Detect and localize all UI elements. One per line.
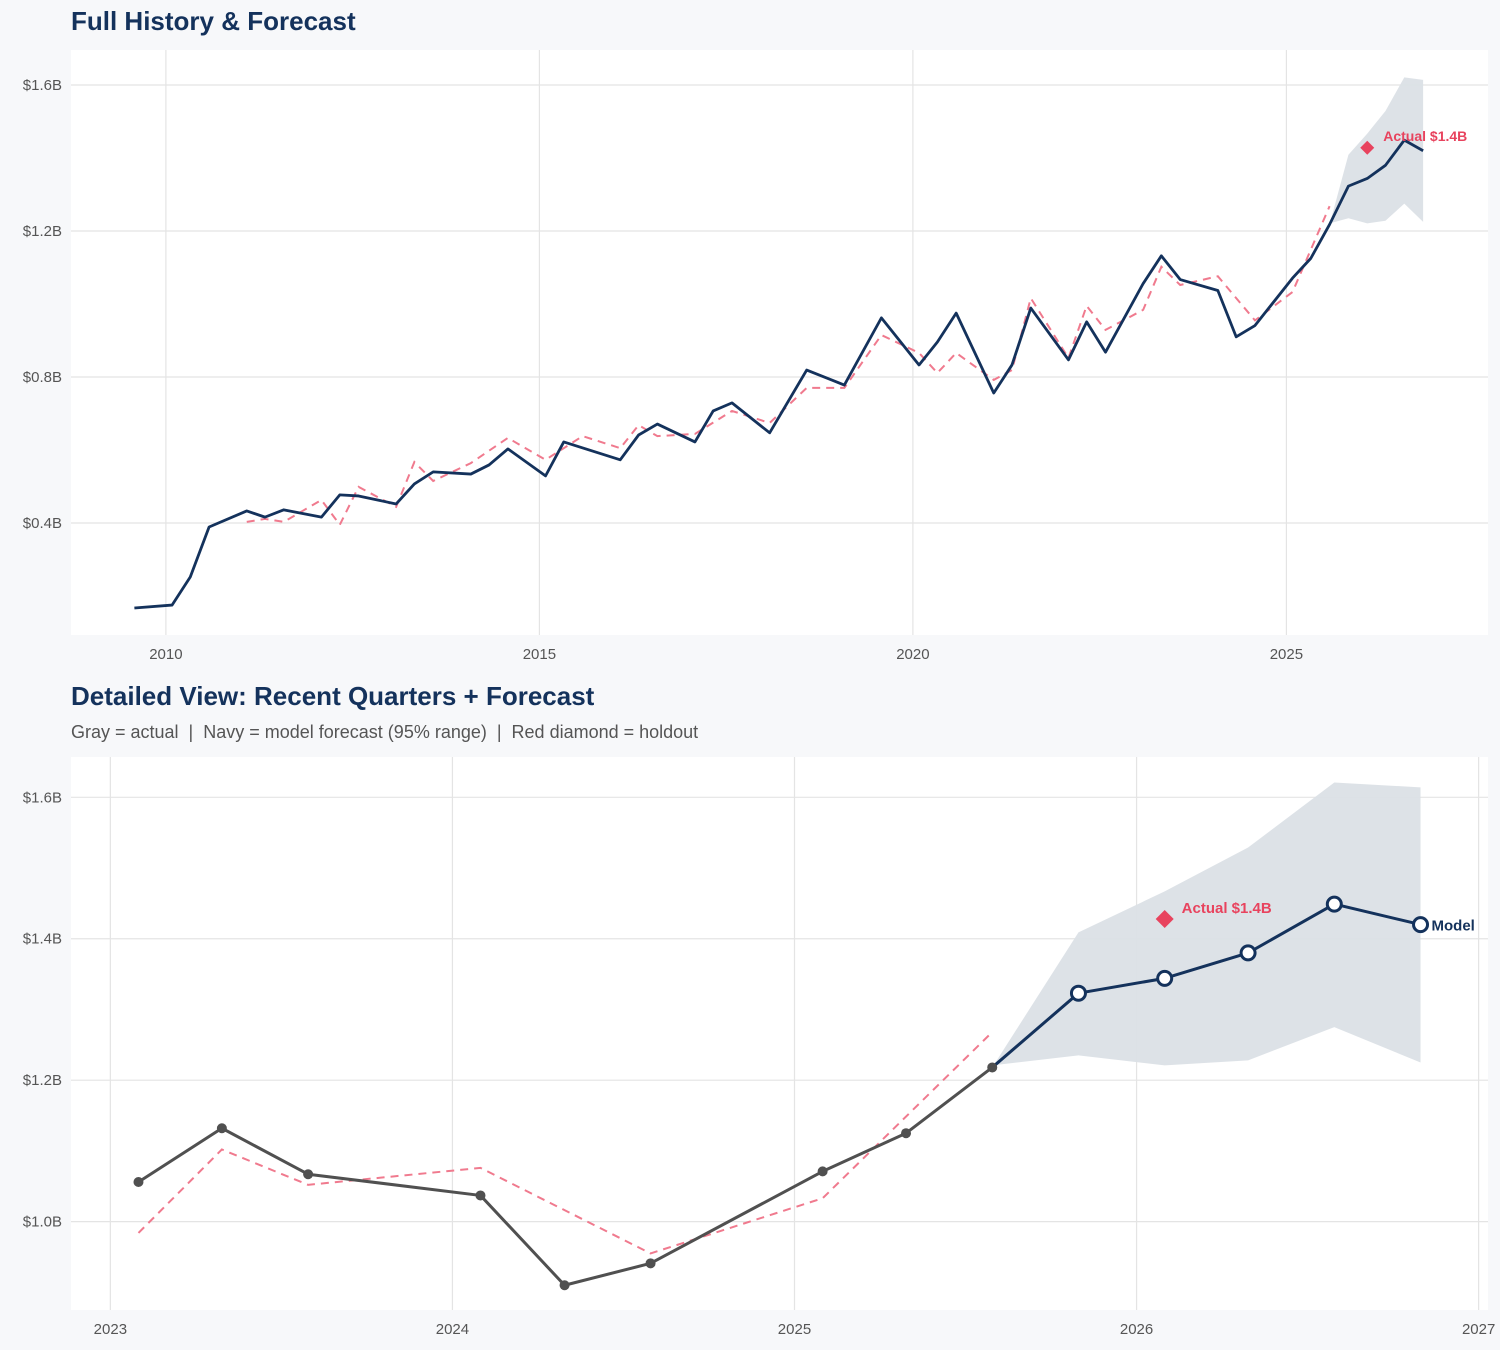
actual-point	[987, 1062, 998, 1073]
y-tick-label: $1.2B	[23, 1072, 62, 1089]
y-tick-label: $0.4B	[23, 515, 62, 532]
holdout-diamond	[1360, 140, 1375, 155]
fitted-line	[137, 1031, 993, 1255]
y-tick-label: $1.2B	[23, 223, 62, 240]
actual-point	[133, 1177, 144, 1188]
top-chart-title: Full History & Forecast	[71, 6, 356, 36]
y-tick-label: $1.6B	[23, 789, 62, 806]
x-tick-label: 2015	[523, 646, 556, 663]
forecast-95-range-band	[992, 782, 1421, 1068]
actual-point	[559, 1280, 570, 1291]
holdout-diamond	[1155, 909, 1174, 928]
x-tick-label: 2020	[896, 646, 929, 663]
x-tick-label: 2010	[149, 646, 182, 663]
forecast-point	[1239, 944, 1257, 962]
holdout-label: Actual $1.4B	[1182, 900, 1272, 917]
forecast-line	[991, 902, 1421, 1069]
x-tick-label: 2025	[1270, 646, 1303, 663]
x-tick-label: 2023	[94, 1321, 127, 1338]
actual-point	[216, 1123, 227, 1134]
forecast-point	[1325, 895, 1343, 913]
actual-point	[901, 1128, 912, 1139]
y-tick-label: $1.6B	[23, 77, 62, 94]
holdout-label: Actual $1.4B	[1383, 128, 1467, 144]
history-forecast-line	[134, 138, 1424, 610]
actual-point	[303, 1169, 314, 1180]
y-tick-label: $1.4B	[23, 931, 62, 948]
x-tick-label: 2025	[778, 1321, 811, 1338]
x-tick-label: 2027	[1462, 1321, 1495, 1338]
x-tick-label: 2024	[436, 1321, 469, 1338]
forecast-point	[1156, 969, 1174, 987]
forecast-point	[1069, 984, 1087, 1002]
actual-point	[645, 1258, 656, 1269]
model-end-label: Model	[1432, 918, 1475, 935]
actual-point	[817, 1166, 828, 1177]
actual-point	[475, 1190, 486, 1201]
bottom-chart-title: Detailed View: Recent Quarters + Forecas…	[71, 681, 595, 711]
forecast-95-range-band	[1329, 77, 1424, 225]
forecast-point	[1412, 916, 1430, 934]
y-tick-label: $0.8B	[23, 369, 62, 386]
plot-panel	[71, 50, 1488, 635]
y-tick-label: $1.0B	[23, 1214, 62, 1231]
x-tick-label: 2026	[1120, 1321, 1153, 1338]
bottom-chart-subtitle: Gray = actual | Navy = model forecast (9…	[71, 722, 699, 742]
